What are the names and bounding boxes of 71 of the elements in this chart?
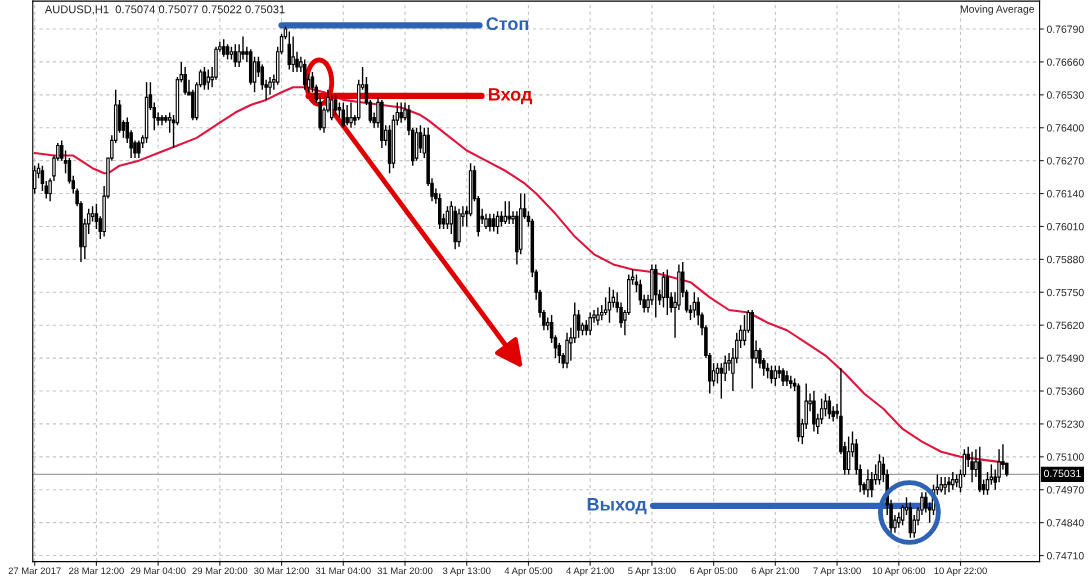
x-tick-label: 28 Mar 12:00 (69, 567, 124, 575)
candlestick (873, 463, 878, 486)
candlestick (715, 362, 720, 385)
ref-line-label: 0.75031 (1044, 469, 1081, 478)
x-tick-label: 31 Mar 04:00 (315, 567, 371, 575)
annotation: Вход (488, 88, 533, 105)
annotation: Moving Average (960, 5, 1035, 15)
candlestick (823, 392, 828, 418)
candlestick (866, 468, 870, 499)
y-tick-label: 0.76010 (1046, 222, 1084, 231)
y-tick-label: 0.76530 (1046, 91, 1084, 99)
candlestick (206, 68, 211, 91)
x-tick-label: 30 Mar 12:00 (254, 567, 310, 575)
candlestick (989, 463, 994, 486)
x-tick-label: 3 Apr 13:00 (442, 567, 491, 576)
chart-title: AUDUSD,H1 0.75074 0.75077 0.75022 0.75031 (44, 5, 285, 15)
annotation: Выход (587, 498, 647, 515)
y-tick-label: 0.74710 (1046, 552, 1084, 560)
candlestick (291, 35, 295, 73)
candlestick (692, 291, 697, 319)
x-tick-label: 6 Apr 21:00 (751, 567, 800, 576)
x-tick-label: 6 Apr 05:00 (689, 567, 738, 576)
y-tick-label: 0.74840 (1046, 519, 1084, 527)
candlestick (341, 101, 346, 129)
x-tick-label: 27 Mar 2017 (8, 567, 61, 575)
y-tick-label: 0.74970 (1046, 486, 1084, 494)
y-tick-label: 0.76660 (1046, 58, 1084, 66)
candlestick (576, 309, 581, 339)
x-tick-label: 4 Apr 21:00 (566, 567, 614, 576)
y-tick-label: 0.76400 (1046, 124, 1084, 132)
candlestick (819, 397, 824, 425)
candlestick (588, 311, 592, 337)
x-tick-label: 29 Mar 04:00 (130, 567, 186, 575)
y-tick-label: 0.75620 (1046, 321, 1084, 330)
candlestick (329, 94, 334, 121)
candlestick (399, 101, 403, 124)
candlestick (970, 451, 974, 483)
x-tick-label: 10 Apr 22:00 (934, 567, 987, 576)
candlestick (507, 200, 511, 225)
y-tick-label: 0.75100 (1046, 453, 1084, 461)
candlestick (333, 94, 338, 116)
x-tick-label: 5 Apr 13:00 (628, 567, 676, 576)
y-tick-label: 0.76790 (1046, 25, 1084, 33)
annotation: Стоп (486, 17, 529, 31)
x-tick-label: 4 Apr 05:00 (504, 567, 553, 576)
candlestick (812, 390, 816, 433)
candlestick (287, 30, 292, 71)
x-tick-label: 7 Apr 13:00 (813, 567, 861, 576)
candlestick (233, 43, 238, 68)
candlestick (719, 362, 724, 400)
x-tick-label: 29 Mar 20:00 (192, 567, 248, 575)
y-tick-label: 0.75360 (1046, 387, 1084, 395)
candlestick (268, 76, 272, 96)
candlestick (943, 476, 947, 496)
y-tick-label: 0.75230 (1046, 420, 1084, 428)
candlestick (345, 104, 349, 126)
candlestick (665, 268, 670, 316)
x-tick-label: 31 Mar 20:00 (377, 567, 433, 575)
y-tick-label: 0.75880 (1046, 255, 1084, 264)
candlestick (94, 202, 99, 230)
candlestick (565, 332, 569, 369)
candlestick (241, 35, 245, 61)
candlestick (947, 476, 951, 493)
candlestick (503, 200, 508, 225)
y-tick-label: 0.75490 (1046, 354, 1084, 362)
y-tick-label: 0.75750 (1046, 288, 1084, 297)
candlestick (349, 101, 353, 129)
y-tick-label: 0.76270 (1046, 157, 1084, 165)
x-tick-label: 10 Apr 06:00 (872, 567, 926, 576)
candlestick (183, 66, 187, 96)
y-tick-label: 0.76140 (1046, 190, 1084, 198)
